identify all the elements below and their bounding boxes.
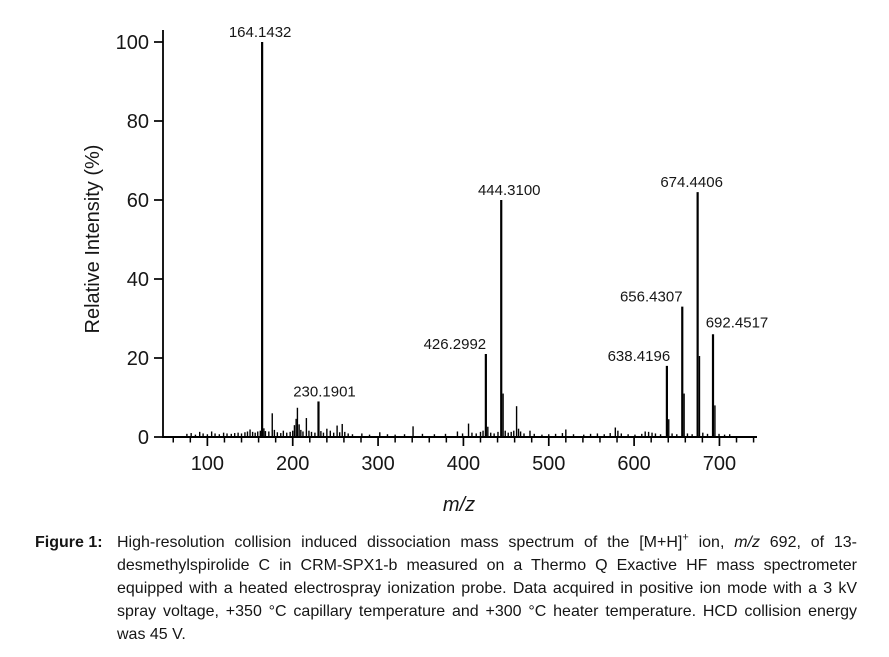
y-tick-label: 40 (127, 269, 149, 291)
figure-label: Figure 1: (35, 534, 103, 551)
mass-spectrum-chart: 0 20 40 60 80 100 100 200 300 400 500 600 700 Relativ… (82, 24, 768, 516)
y-tick-label: 60 (127, 190, 149, 212)
x-tick-label: 300 (361, 453, 394, 475)
axes (162, 30, 757, 438)
axis-ticks (154, 41, 755, 446)
figure-caption-text: High-resolution collision induced dissoc… (117, 531, 857, 646)
y-tick-label: 100 (116, 32, 149, 54)
peak-labels: 164.1432 230.1901 426.2992 444.3100 638.4196… (229, 24, 768, 400)
x-tick-label: 500 (532, 453, 565, 475)
figure-caption: Figure 1: High-resolution collision indu… (35, 531, 857, 646)
peak-annotation: 164.1432 (229, 24, 292, 41)
x-tick-label: 700 (703, 453, 736, 475)
y-axis-title: Relative Intensity (%) (82, 145, 104, 334)
y-tick-label: 20 (127, 348, 149, 370)
peak-annotation: 656.4307 (620, 289, 683, 306)
x-tick-label: 100 (191, 453, 224, 475)
peak-annotation: 444.3100 (478, 182, 541, 199)
caption-segment: ion, (688, 534, 735, 551)
peak-annotation: 692.4517 (706, 314, 769, 331)
x-tick-label: 400 (447, 453, 480, 475)
caption-segment: + (682, 531, 689, 544)
x-axis-title: m/z (443, 494, 475, 516)
peak-annotation: 674.4406 (660, 174, 723, 191)
caption-segment: m/z (734, 534, 760, 551)
x-tick-label: 600 (617, 453, 650, 475)
caption-segment: 692, of 13-desmethylspirolide C in CRM-S… (117, 534, 857, 643)
axis-tick-labels: 0 20 40 60 80 100 100 200 300 400 500 600 700 Relativ… (82, 32, 736, 516)
peak-annotation: 230.1901 (293, 383, 356, 400)
y-tick-label: 0 (138, 427, 149, 449)
spectrum-peaks (186, 42, 731, 437)
peak-annotation: 638.4196 (608, 348, 671, 365)
x-tick-label: 200 (276, 453, 309, 475)
peak-annotation: 426.2992 (424, 336, 487, 353)
y-tick-label: 80 (127, 111, 149, 133)
caption-segment: High-resolution collision induced dissoc… (117, 534, 683, 551)
